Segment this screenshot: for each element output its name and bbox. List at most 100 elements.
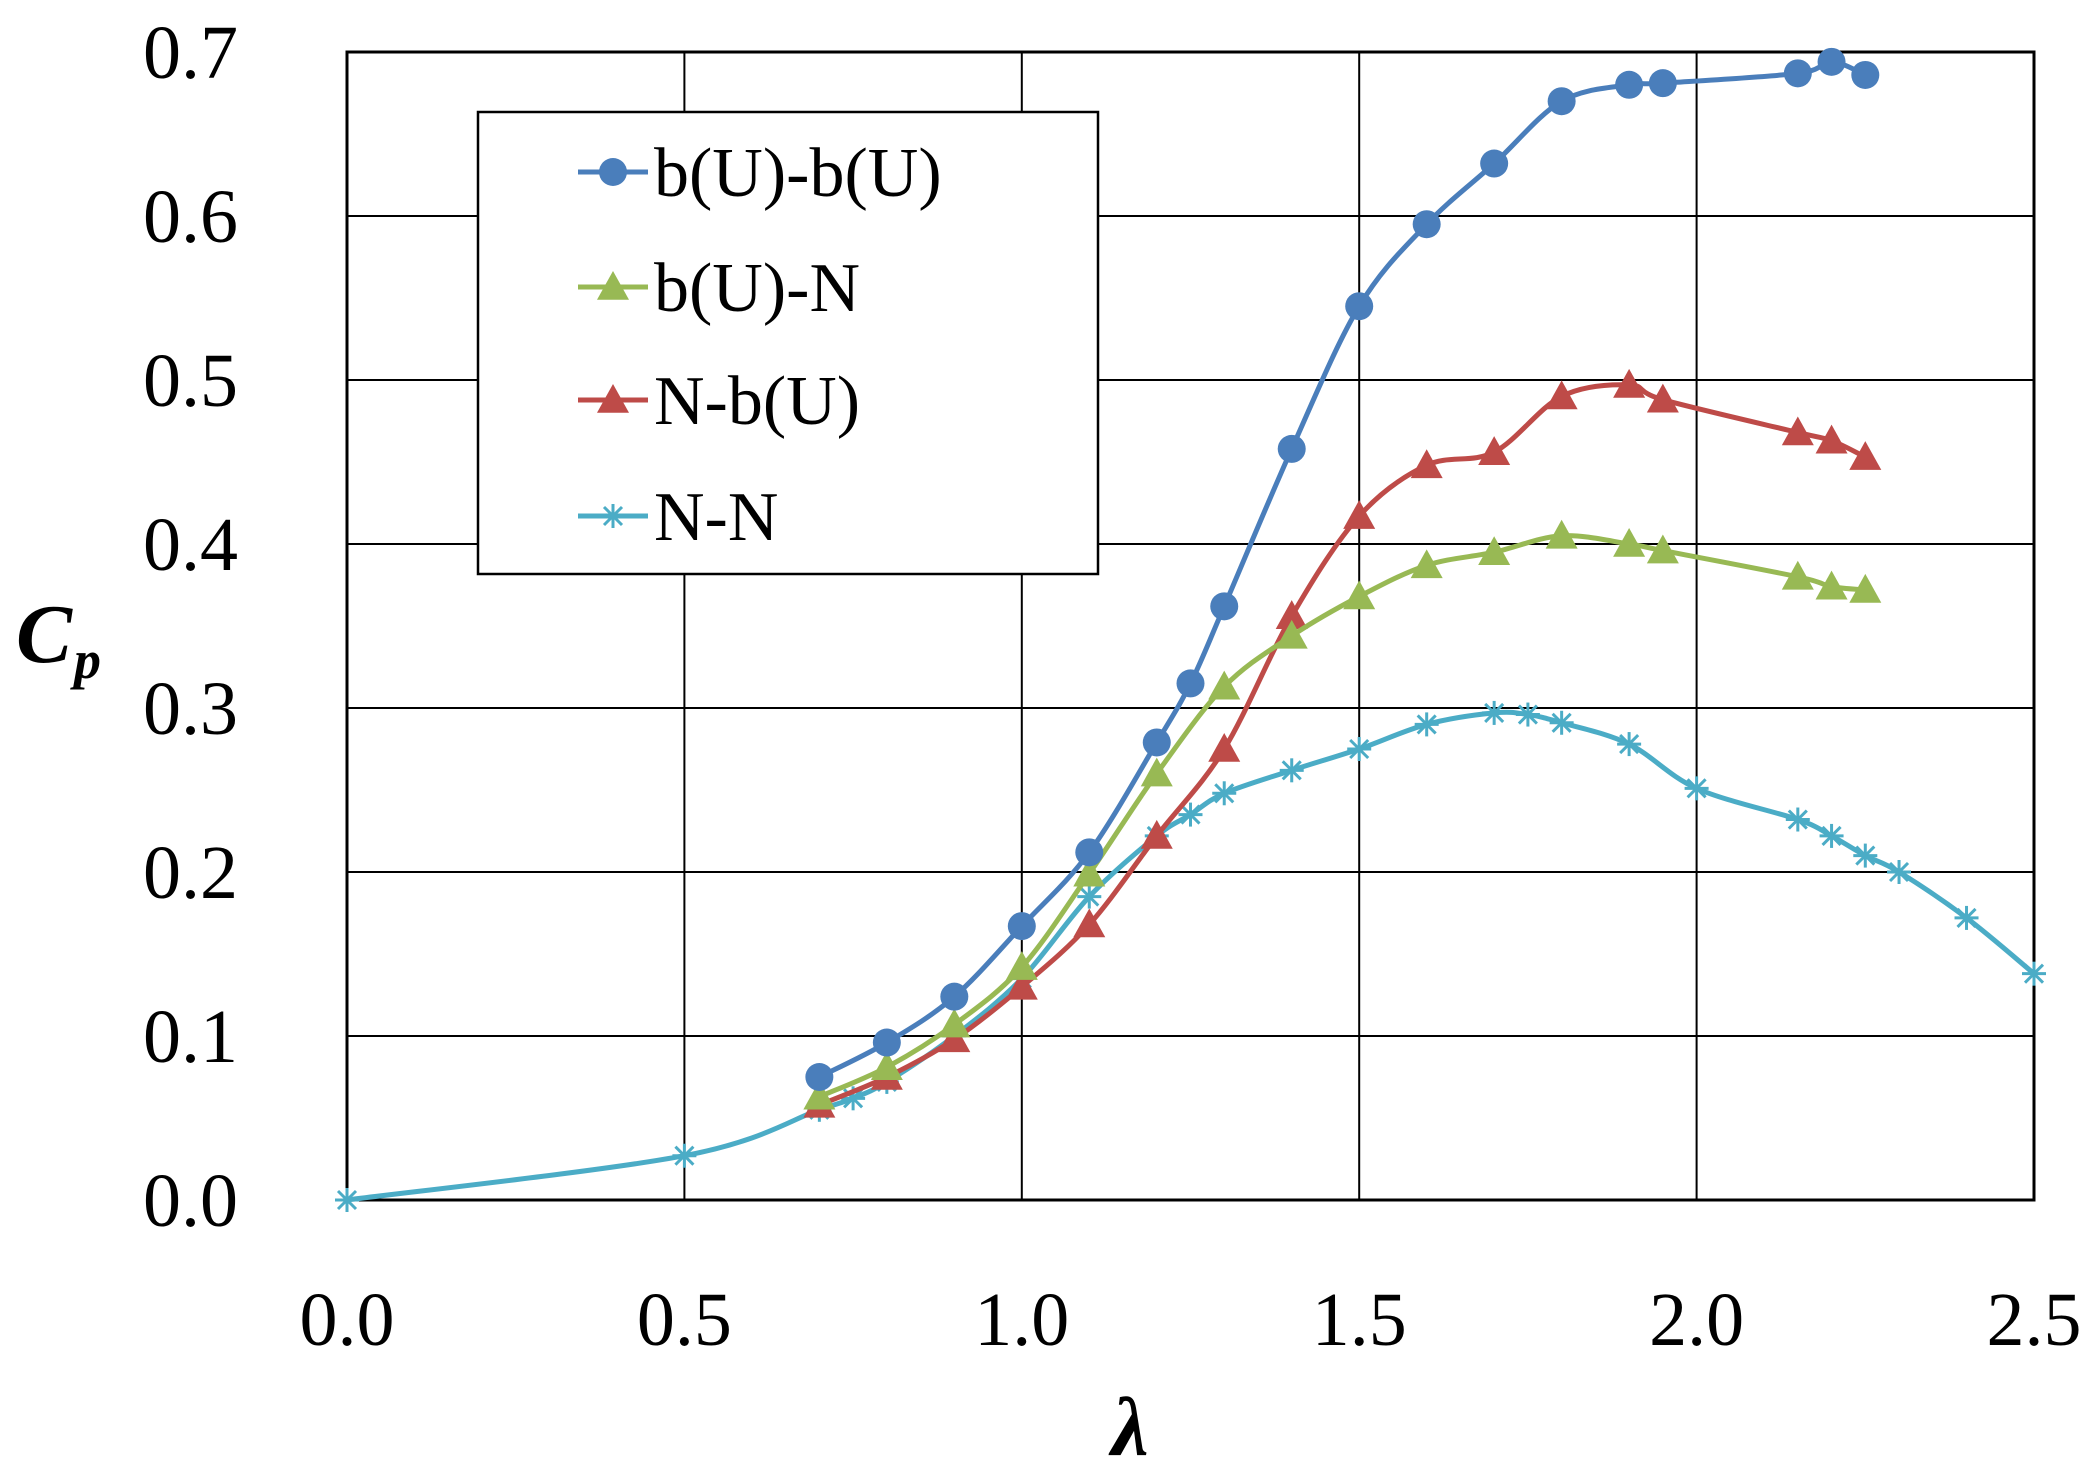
data-point-marker — [1549, 710, 1574, 735]
legend-marker — [599, 158, 627, 186]
y-axis-tick-labels: 0.0 0.1 0.2 0.3 0.4 0.5 0.6 0.7 — [143, 11, 238, 1243]
data-point-marker — [1617, 732, 1642, 757]
legend-marker — [601, 504, 625, 528]
data-point-marker — [1954, 905, 1979, 930]
data-point-marker — [1646, 534, 1679, 564]
series-N-b(U) — [803, 368, 1882, 1118]
x-tick-label: 2.5 — [1987, 1278, 2082, 1362]
data-point-marker — [1345, 292, 1374, 321]
y-axis-title-main: C — [16, 588, 73, 681]
data-point-marker — [1613, 528, 1646, 557]
y-tick-label: 0.2 — [143, 831, 238, 915]
legend-label: b(U)-N — [654, 250, 860, 327]
legend-label: N-N — [654, 479, 778, 556]
y-tick-label: 0.0 — [143, 1159, 238, 1243]
y-tick-label: 0.7 — [143, 11, 238, 95]
series-b(U)-b(U) — [805, 47, 1880, 1091]
data-point-marker — [1480, 149, 1509, 178]
data-point-marker — [938, 1023, 971, 1053]
data-point-marker — [1279, 758, 1304, 783]
data-point-marker — [803, 1080, 836, 1110]
data-point-marker — [805, 1063, 834, 1091]
data-point-marker — [1414, 712, 1439, 737]
series-group — [335, 47, 2046, 1212]
data-point-marker — [1005, 970, 1038, 1000]
data-point-marker — [938, 1008, 971, 1038]
legend-entry: b(U)-N — [578, 250, 860, 327]
data-point-marker — [1410, 549, 1443, 579]
data-point-marker — [1073, 857, 1106, 887]
data-point-marker — [1849, 441, 1882, 470]
data-point-marker — [1613, 368, 1646, 398]
data-point-marker — [1007, 912, 1036, 941]
data-point-marker — [1646, 383, 1679, 413]
data-point-marker — [1815, 570, 1848, 600]
data-point-marker — [1142, 728, 1171, 757]
data-point-marker — [1478, 536, 1511, 565]
y-tick-label: 0.1 — [143, 995, 238, 1079]
data-point-marker — [1343, 580, 1376, 610]
data-point-marker — [1853, 843, 1878, 868]
data-point-marker — [940, 982, 969, 1011]
legend-entry: N-b(U) — [578, 363, 860, 440]
legend-label: b(U)-b(U) — [654, 135, 942, 212]
data-point-marker — [1781, 416, 1814, 446]
data-point-marker — [1178, 802, 1203, 827]
x-axis-tick-labels: 0.0 0.5 1.0 1.5 2.0 2.5 — [300, 1278, 2082, 1362]
y-tick-label: 0.5 — [143, 339, 238, 423]
legend-entry: N-N — [578, 479, 778, 556]
data-point-marker — [2022, 961, 2046, 986]
data-point-marker — [1075, 838, 1104, 867]
data-point-marker — [1275, 619, 1308, 649]
data-point-marker — [1815, 424, 1848, 454]
data-point-marker — [1849, 573, 1882, 603]
y-tick-label: 0.4 — [143, 503, 238, 587]
data-point-marker — [1785, 807, 1810, 832]
y-tick-label: 0.6 — [143, 175, 238, 259]
x-tick-label: 0.0 — [300, 1278, 395, 1362]
data-point-marker — [1819, 823, 1844, 848]
data-point-marker — [1515, 702, 1540, 727]
x-tick-label: 2.0 — [1649, 1278, 1744, 1362]
data-point-marker — [1851, 60, 1880, 89]
data-point-marker — [872, 1028, 901, 1057]
legend-marker — [597, 384, 629, 413]
y-tick-label: 0.3 — [143, 667, 238, 751]
data-point-marker — [1073, 908, 1106, 938]
data-point-marker — [1478, 436, 1511, 465]
data-point-marker — [1212, 781, 1237, 806]
data-point-marker — [1648, 69, 1677, 98]
data-point-marker — [1347, 737, 1372, 761]
data-point-marker — [1208, 670, 1241, 700]
data-point-marker — [870, 1051, 903, 1080]
legend-marker — [597, 271, 629, 300]
legend-label: N-b(U) — [654, 363, 860, 440]
data-point-marker — [1547, 87, 1576, 116]
data-point-marker — [335, 1188, 359, 1212]
data-point-marker — [1210, 592, 1239, 621]
series-line — [818, 533, 1866, 1099]
data-point-marker — [1412, 210, 1441, 239]
data-point-marker — [1482, 700, 1507, 725]
data-point-marker — [1545, 519, 1578, 549]
data-point-marker — [672, 1143, 697, 1168]
data-point-marker — [1545, 380, 1578, 410]
legend-box — [476, 110, 1100, 576]
data-point-marker — [1343, 500, 1376, 529]
data-point-marker — [1005, 951, 1038, 980]
x-tick-label: 0.5 — [637, 1278, 732, 1362]
data-point-marker — [1208, 733, 1241, 762]
data-point-marker — [1140, 757, 1173, 787]
legend-items: b(U)-b(U) b(U)-N N-b(U) N-N — [578, 135, 942, 556]
y-axis-title-subscript: p — [70, 630, 101, 690]
data-point-marker — [1887, 860, 1912, 884]
x-axis-title: λ — [1108, 1381, 1148, 1472]
data-point-marker — [1410, 449, 1443, 479]
data-point-marker — [1275, 600, 1308, 629]
data-point-marker — [1176, 669, 1205, 698]
y-axis-title: Cp — [16, 588, 101, 690]
series-b(U)-N — [803, 519, 1882, 1110]
data-point-marker — [1781, 560, 1814, 590]
x-tick-label: 1.5 — [1312, 1278, 1407, 1362]
